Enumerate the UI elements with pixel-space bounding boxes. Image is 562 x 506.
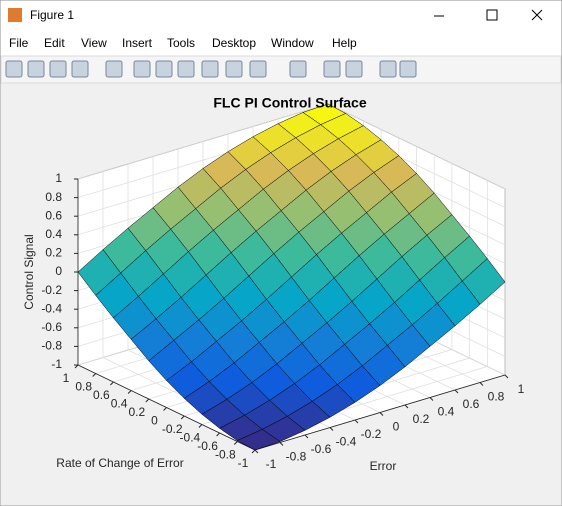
- x-tick: [304, 434, 309, 439]
- menu-item[interactable]: Insert: [122, 36, 153, 50]
- grid-line: [77, 103, 329, 180]
- close-button[interactable]: [531, 9, 543, 21]
- x-tick: [279, 442, 284, 446]
- menu-item[interactable]: File: [9, 36, 29, 50]
- z-tick-label: 0: [55, 264, 62, 278]
- z-tick-label: -1: [51, 357, 62, 371]
- y-tick-label: -0.2: [162, 422, 183, 436]
- y-tick: [110, 381, 114, 386]
- toolbar-button[interactable]: [289, 60, 307, 78]
- toolbar-button[interactable]: [249, 60, 267, 78]
- maximize-button[interactable]: [486, 9, 498, 21]
- toolbar-button[interactable]: [399, 60, 417, 78]
- toolbar-button[interactable]: [133, 60, 151, 78]
- toolbar-button[interactable]: [27, 60, 45, 78]
- toolbar-button[interactable]: [379, 60, 397, 78]
- y-tick: [233, 441, 238, 445]
- y-tick-label: -0.8: [215, 448, 236, 462]
- z-tick-label: -0.4: [41, 301, 62, 315]
- y-tick-label: 0: [151, 414, 158, 428]
- menu-item[interactable]: Edit: [44, 36, 65, 50]
- y-tick-label: -1: [238, 456, 249, 470]
- grid-line: [327, 103, 506, 190]
- y-tick-label: -0.6: [197, 439, 218, 453]
- toolbar-button[interactable]: [105, 60, 123, 78]
- chart-title: FLC PI Control Surface: [213, 95, 366, 111]
- window-title: Figure 1: [30, 8, 74, 22]
- x-tick-label: -0.6: [311, 442, 332, 456]
- toolbar-button[interactable]: [225, 60, 243, 78]
- x-tick-label: 0.6: [463, 397, 480, 411]
- x-tick-label: -0.4: [336, 435, 357, 449]
- menu-bar: [1, 31, 561, 56]
- x-tick: [254, 449, 259, 454]
- z-tick-label: 0.4: [45, 227, 62, 241]
- app-icon: [8, 8, 22, 22]
- y-tick-label: 0.8: [75, 380, 92, 394]
- y-tick-label: 0.2: [128, 405, 145, 419]
- z-tick-label: -0.2: [41, 283, 62, 297]
- z-tick-label: -0.8: [41, 339, 62, 353]
- z-tick-label: 0.6: [45, 208, 62, 222]
- menu-item[interactable]: Desktop: [212, 36, 256, 50]
- toolbar-button[interactable]: [71, 60, 89, 78]
- x-tick-label: 0.2: [413, 412, 430, 426]
- x-tick: [354, 419, 359, 424]
- x-tick: [429, 397, 434, 401]
- z-axis-label: Control Signal: [22, 234, 36, 309]
- x-tick: [379, 412, 384, 416]
- x-tick: [329, 427, 334, 431]
- z-tick-label: 0.8: [45, 190, 62, 204]
- y-tick: [145, 398, 150, 403]
- x-tick-label: -0.2: [361, 427, 382, 441]
- x-tick-label: 0.4: [438, 405, 455, 419]
- x-tick-label: -0.8: [286, 450, 307, 464]
- x-tick: [454, 389, 459, 394]
- toolbar-button[interactable]: [177, 60, 195, 78]
- x-tick-label: 0.8: [488, 390, 505, 404]
- toolbar-button[interactable]: [201, 60, 219, 78]
- title-bar: [1, 1, 561, 31]
- z-tick-label: 0.2: [45, 246, 62, 260]
- y-tick: [198, 424, 203, 428]
- x-tick: [504, 374, 509, 379]
- y-tick: [92, 373, 97, 377]
- y-tick-label: 0.4: [111, 397, 128, 411]
- menu-item[interactable]: Help: [332, 36, 357, 50]
- menu-item[interactable]: View: [81, 36, 107, 50]
- toolbar-button[interactable]: [49, 60, 67, 78]
- x-axis-label: Error: [370, 459, 397, 473]
- z-tick-label: -0.6: [41, 320, 62, 334]
- y-tick-label: 1: [63, 371, 70, 385]
- toolbar: [0, 55, 562, 84]
- menu-item[interactable]: Tools: [167, 36, 195, 50]
- x-tick-label: -1: [266, 457, 277, 471]
- x-tick-label: 0: [393, 420, 400, 434]
- y-tick: [163, 407, 167, 411]
- toolbar-button[interactable]: [323, 60, 341, 78]
- x-tick: [479, 382, 484, 386]
- toolbar-button[interactable]: [155, 60, 173, 78]
- x-tick: [404, 404, 409, 409]
- x-tick-label: 1: [518, 382, 525, 396]
- y-tick: [216, 432, 220, 437]
- y-tick: [251, 449, 256, 454]
- surface-patch: [236, 429, 281, 451]
- y-tick-label: -0.4: [180, 431, 201, 445]
- y-tick: [127, 390, 132, 394]
- y-tick-label: 0.6: [93, 388, 110, 402]
- y-tick: [180, 415, 185, 420]
- menu-item[interactable]: Window: [271, 36, 314, 50]
- toolbar-button[interactable]: [5, 60, 23, 78]
- y-axis-label: Rate of Change of Error: [56, 456, 183, 470]
- toolbar-button[interactable]: [345, 60, 363, 78]
- z-tick-label: 1: [55, 171, 62, 185]
